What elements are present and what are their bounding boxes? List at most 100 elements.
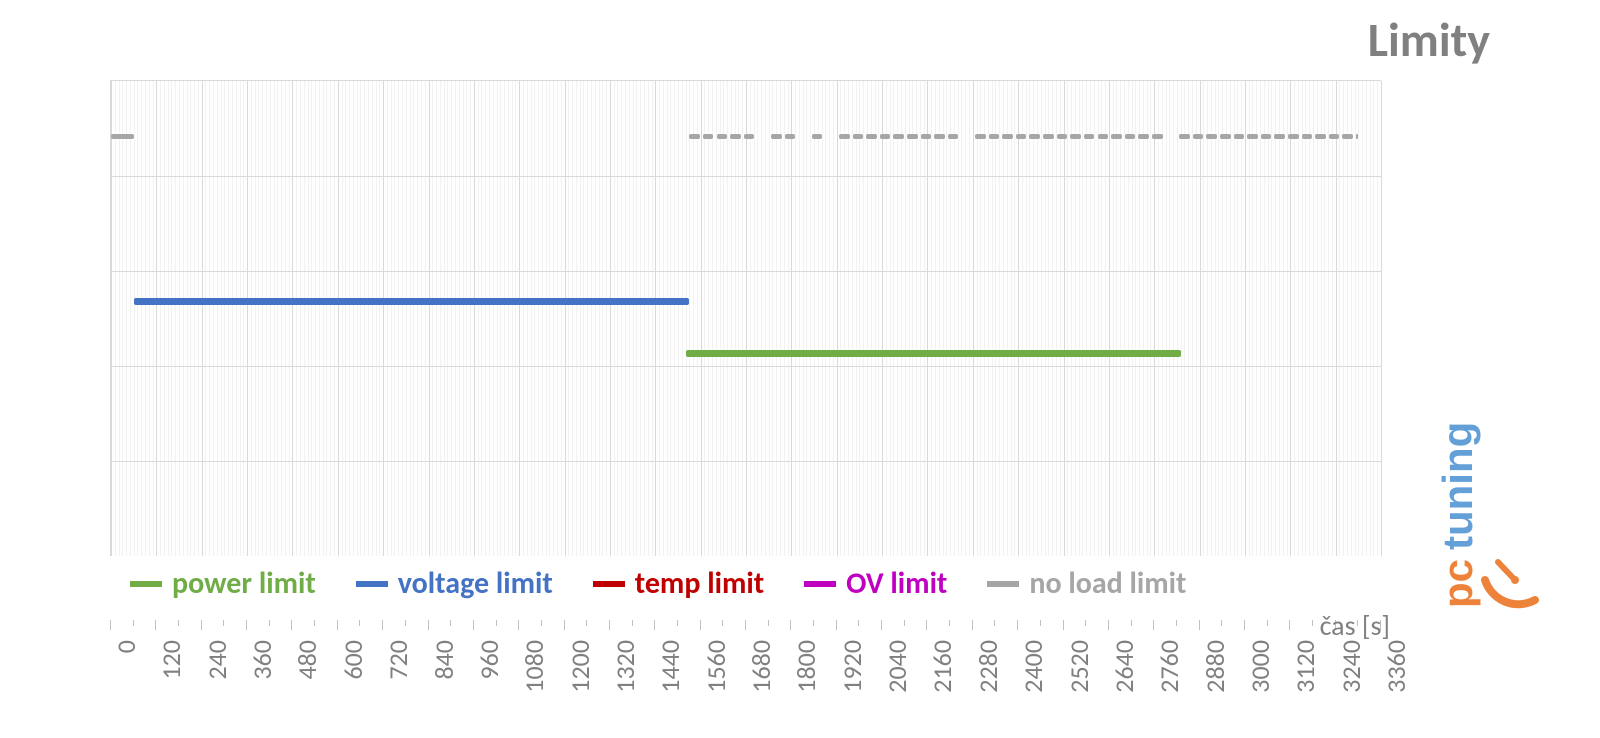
- series-segment: [975, 134, 986, 139]
- x-tick-label: 2160: [926, 640, 958, 693]
- legend: power limit voltage limit temp limit OV lim…: [130, 565, 1370, 602]
- watermark-pc-text: pc: [1434, 559, 1481, 608]
- legend-label: OV limit: [846, 565, 947, 602]
- series-segment: [744, 134, 755, 139]
- x-tick-label: 3360: [1380, 640, 1412, 693]
- x-tick-label: 1440: [654, 640, 686, 693]
- series-segment: [921, 134, 932, 139]
- x-tick-label: 120: [155, 640, 187, 680]
- legend-item: temp limit: [593, 565, 764, 602]
- series-segment: [1315, 134, 1326, 139]
- x-tick-label: 360: [246, 640, 278, 680]
- legend-swatch: [130, 581, 162, 587]
- legend-swatch: [356, 581, 388, 587]
- series-segment: [1247, 134, 1258, 139]
- x-axis-labels: 0 120 240 360 480 600 720 840 960 1080 1200 1320 144…: [110, 640, 1380, 720]
- series-segment: [1057, 134, 1068, 139]
- series-segment: [812, 134, 823, 139]
- series-segment: [853, 134, 864, 139]
- series-segment: [1043, 134, 1054, 139]
- x-tick-label: 1920: [836, 640, 868, 693]
- watermark-pctuning: pc tuning: [1420, 300, 1540, 620]
- series-segment: [989, 134, 1000, 139]
- x-tick-label: 720: [382, 640, 414, 680]
- series-segment: [689, 134, 700, 139]
- series-segment: [1220, 134, 1231, 139]
- x-tick-label: 2280: [972, 640, 1004, 693]
- x-tick-label: 3120: [1289, 640, 1321, 693]
- x-tick-label: 960: [473, 640, 505, 680]
- x-tick-label: 2640: [1108, 640, 1140, 693]
- x-tick-label: 3240: [1335, 640, 1367, 693]
- series-segment: [1206, 134, 1217, 139]
- x-tick-label: 1320: [609, 640, 641, 693]
- series-segment: [134, 298, 690, 305]
- series-segment: [907, 134, 918, 139]
- series-segment: [703, 134, 714, 139]
- series-segment: [1111, 134, 1122, 139]
- series-segment: [1179, 134, 1190, 139]
- series-segment: [1016, 134, 1027, 139]
- series-segment: [1098, 134, 1109, 139]
- series-segment: [934, 134, 945, 139]
- series-segment: [866, 134, 877, 139]
- series-segment: [948, 134, 959, 139]
- series-segment: [1234, 134, 1245, 139]
- series-segment: [1029, 134, 1040, 139]
- series-segment: [1342, 134, 1353, 139]
- x-tick-label: 600: [337, 640, 369, 680]
- series-segment: [1193, 134, 1204, 139]
- legend-item: OV limit: [804, 565, 947, 602]
- series-segment: [785, 134, 796, 139]
- x-tick-label: 1560: [700, 640, 732, 693]
- series-segment: [893, 134, 904, 139]
- series-segment: [880, 134, 891, 139]
- chart-title: Limity: [1368, 10, 1490, 69]
- plot-area: [110, 80, 1381, 556]
- series-segment: [839, 134, 850, 139]
- legend-item: no load limit: [987, 565, 1186, 602]
- legend-label: power limit: [172, 565, 316, 602]
- series-segment: [1356, 134, 1358, 139]
- x-tick-label: 1200: [564, 640, 596, 693]
- watermark-tuning-text: tuning: [1434, 422, 1481, 550]
- series-segment: [1261, 134, 1272, 139]
- series-segment: [1084, 134, 1095, 139]
- series-segment: [771, 134, 782, 139]
- series-segment: [1329, 134, 1340, 139]
- x-tick-label: 1080: [518, 640, 550, 693]
- x-tick-label: 1800: [790, 640, 822, 693]
- series-segment: [1070, 134, 1081, 139]
- legend-item: voltage limit: [356, 565, 553, 602]
- series-segment: [1302, 134, 1313, 139]
- series-segment: [686, 350, 1181, 357]
- series-segment: [111, 134, 134, 139]
- x-tick-label: 2760: [1153, 640, 1185, 693]
- series-segment: [1288, 134, 1299, 139]
- legend-label: voltage limit: [398, 565, 553, 602]
- legend-label: no load limit: [1029, 565, 1186, 602]
- x-tick-label: 0: [110, 640, 142, 653]
- x-tick-label: 840: [428, 640, 460, 680]
- legend-swatch: [987, 581, 1019, 587]
- x-tick-label: 2520: [1063, 640, 1095, 693]
- series-segment: [1274, 134, 1285, 139]
- legend-swatch: [593, 581, 625, 587]
- legend-swatch: [804, 581, 836, 587]
- series-segment: [1152, 134, 1163, 139]
- series-segment: [1125, 134, 1136, 139]
- x-tick-marks: [110, 620, 1380, 640]
- x-tick-label: 2040: [881, 640, 913, 693]
- x-tick-label: 2880: [1199, 640, 1231, 693]
- x-tick-label: 1680: [745, 640, 777, 693]
- x-tick-label: 3000: [1244, 640, 1276, 693]
- x-tick-label: 480: [291, 640, 323, 680]
- series-segment: [1002, 134, 1013, 139]
- series-segment: [717, 134, 728, 139]
- series-segment: [730, 134, 741, 139]
- x-tick-label: 2400: [1017, 640, 1049, 693]
- x-axis-title: čas [s]: [1320, 608, 1390, 643]
- legend-label: temp limit: [635, 565, 764, 602]
- x-tick-label: 240: [201, 640, 233, 680]
- series-segment: [1138, 134, 1149, 139]
